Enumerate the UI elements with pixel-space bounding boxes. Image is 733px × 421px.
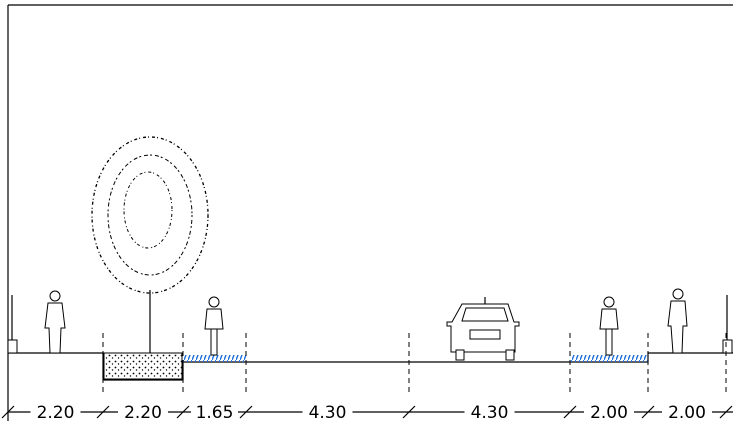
bike-lane <box>183 355 246 362</box>
dimension-tick <box>641 405 655 419</box>
dimension-label: 2.20 <box>124 403 162 421</box>
pedestrian <box>44 290 66 354</box>
dimension-tick <box>402 405 416 419</box>
label-background <box>662 403 712 421</box>
tree-pit <box>103 352 183 380</box>
dimension-label: 4.30 <box>309 403 347 421</box>
dimension-tick <box>96 405 110 419</box>
dimension-label: 2.00 <box>668 403 706 421</box>
car <box>446 297 520 361</box>
dimension-tick <box>176 405 190 419</box>
tree <box>91 136 209 353</box>
label-background <box>302 403 353 421</box>
dimension-label: 1.65 <box>196 403 234 421</box>
label-background <box>118 403 168 421</box>
dimension-labels: 2.20 2.20 1.65 4.30 4.30 2.00 2.00 <box>30 403 712 421</box>
label-background <box>584 403 634 421</box>
bike-lane <box>570 355 648 362</box>
dimension-label: 2.00 <box>590 403 628 421</box>
dimension-tick <box>563 405 577 419</box>
cyclist <box>599 296 619 356</box>
cyclist <box>204 296 224 356</box>
dimension-guides <box>7 333 727 395</box>
label-background <box>30 403 81 421</box>
label-background <box>464 403 515 421</box>
dimension-tick <box>1 405 15 419</box>
dimension-label: 4.30 <box>471 403 509 421</box>
pedestrian <box>667 288 688 354</box>
label-background <box>191 403 238 421</box>
dimension-tick <box>719 405 733 419</box>
dimension-label: 2.20 <box>37 403 75 421</box>
dimension-tick <box>239 405 253 419</box>
